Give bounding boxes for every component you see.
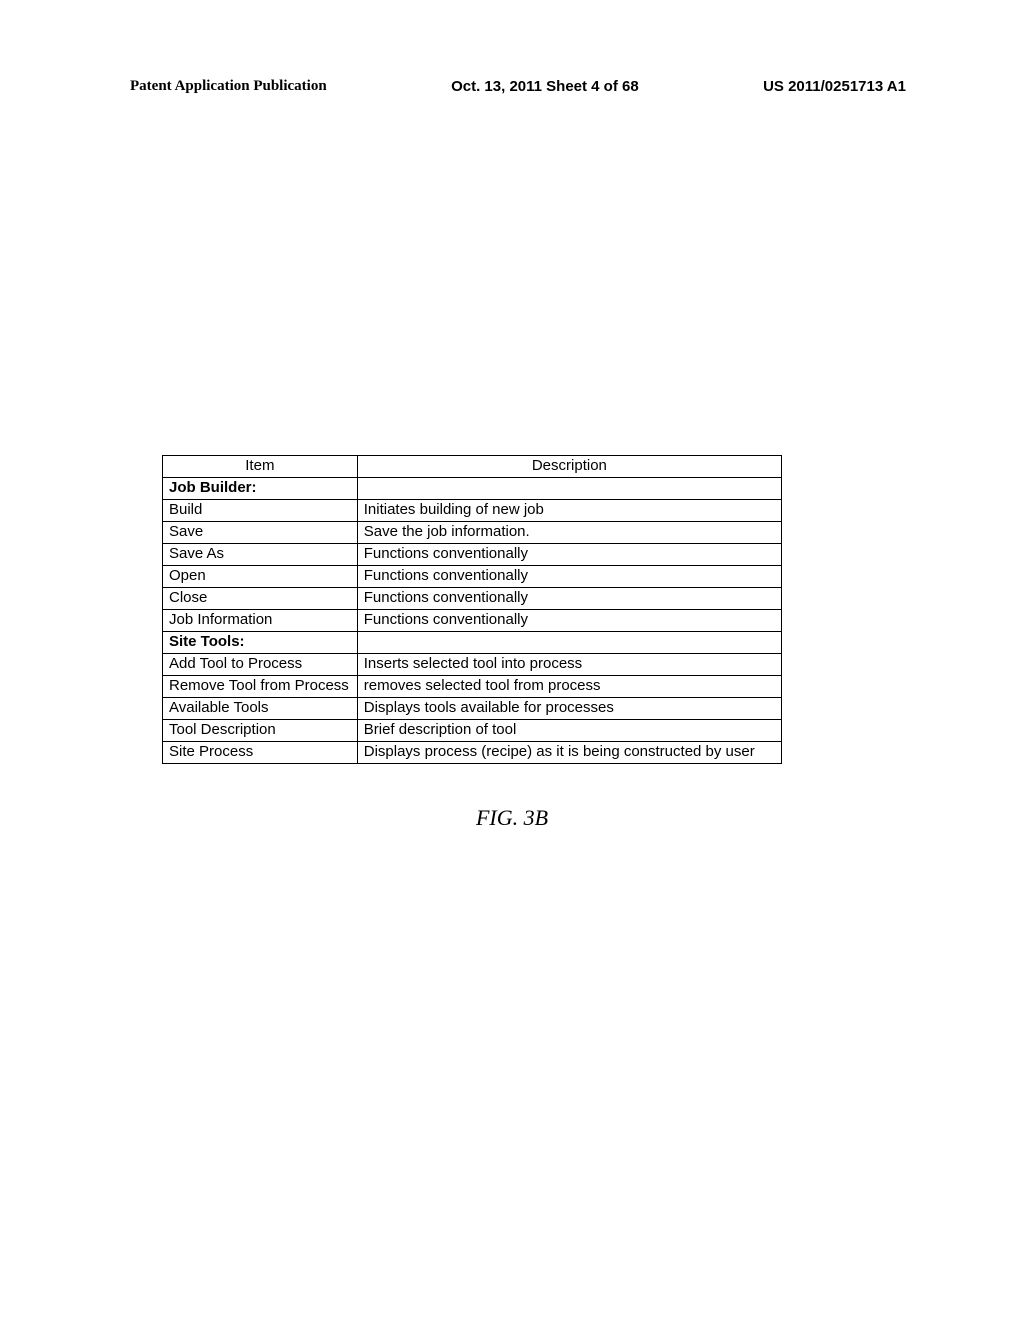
cell-description: Functions conventionally: [357, 544, 781, 566]
table-row: OpenFunctions conventionally: [163, 566, 782, 588]
cell-item: Build: [163, 500, 358, 522]
cell-description: Functions conventionally: [357, 588, 781, 610]
cell-item: Save: [163, 522, 358, 544]
cell-description: Displays process (recipe) as it is being…: [357, 742, 781, 764]
column-header-description: Description: [357, 456, 781, 478]
cell-item: Job Builder:: [163, 478, 358, 500]
table-body: Job Builder:BuildInitiates building of n…: [163, 478, 782, 764]
cell-item: Site Process: [163, 742, 358, 764]
cell-description: Displays tools available for processes: [357, 698, 781, 720]
cell-description: removes selected tool from process: [357, 676, 781, 698]
cell-item: Tool Description: [163, 720, 358, 742]
table-row: CloseFunctions conventionally: [163, 588, 782, 610]
table-row: Tool DescriptionBrief description of too…: [163, 720, 782, 742]
cell-item: Open: [163, 566, 358, 588]
cell-description: [357, 478, 781, 500]
table-row: Add Tool to ProcessInserts selected tool…: [163, 654, 782, 676]
cell-item: Job Information: [163, 610, 358, 632]
header-center: Oct. 13, 2011 Sheet 4 of 68: [451, 78, 639, 95]
table-row: BuildInitiates building of new job: [163, 500, 782, 522]
header-right: US 2011/0251713 A1: [763, 78, 906, 95]
column-header-item: Item: [163, 456, 358, 478]
cell-description: Functions conventionally: [357, 610, 781, 632]
cell-description: Initiates building of new job: [357, 500, 781, 522]
cell-item: Add Tool to Process: [163, 654, 358, 676]
header-left: Patent Application Publication: [130, 78, 327, 95]
table-row: Site ProcessDisplays process (recipe) as…: [163, 742, 782, 764]
cell-item: Close: [163, 588, 358, 610]
cell-description: Save the job information.: [357, 522, 781, 544]
figure-table-wrap: Item Description Job Builder:BuildInitia…: [162, 455, 782, 764]
table-row: Remove Tool from Processremoves selected…: [163, 676, 782, 698]
table-row: Job InformationFunctions conventionally: [163, 610, 782, 632]
table-header-row: Item Description: [163, 456, 782, 478]
figure-caption: FIG. 3B: [0, 805, 1024, 831]
table-row: Available ToolsDisplays tools available …: [163, 698, 782, 720]
cell-description: [357, 632, 781, 654]
cell-description: Inserts selected tool into process: [357, 654, 781, 676]
table-row: Job Builder:: [163, 478, 782, 500]
cell-item: Remove Tool from Process: [163, 676, 358, 698]
cell-item: Save As: [163, 544, 358, 566]
page-header: Patent Application Publication Oct. 13, …: [0, 78, 1024, 95]
cell-item: Site Tools:: [163, 632, 358, 654]
cell-item: Available Tools: [163, 698, 358, 720]
table-row: Site Tools:: [163, 632, 782, 654]
cell-description: Functions conventionally: [357, 566, 781, 588]
table-row: SaveSave the job information.: [163, 522, 782, 544]
table-row: Save AsFunctions conventionally: [163, 544, 782, 566]
cell-description: Brief description of tool: [357, 720, 781, 742]
figure-table: Item Description Job Builder:BuildInitia…: [162, 455, 782, 764]
